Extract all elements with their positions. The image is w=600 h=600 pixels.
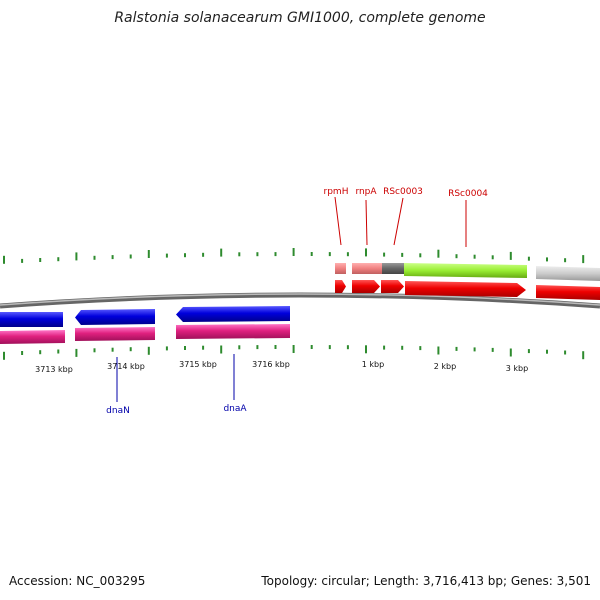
cds-rpmH — [335, 280, 346, 293]
cds-dnaN — [75, 309, 155, 325]
scale-label-2kbp: 2 kbp — [434, 362, 456, 371]
accession-label: Accession: NC_003295 — [9, 574, 146, 588]
cds-RSc0004 — [405, 281, 526, 297]
label-rpmH: rpmH — [324, 187, 349, 197]
genome-backbone-highlight — [0, 293, 600, 306]
cds-rnpA — [352, 280, 380, 293]
gene-RSc0004 — [404, 263, 527, 278]
gene-dnaA — [176, 324, 290, 339]
cds-dnaA — [176, 306, 290, 322]
label-rnpA: rnpA — [355, 187, 377, 197]
label-RSc0004: RSc0004 — [448, 189, 488, 199]
pointer-RSc0003 — [393, 197, 404, 246]
gene-plus-next — [536, 266, 600, 281]
cds-RSc0003 — [381, 280, 404, 293]
pointer-rpmH — [334, 196, 342, 246]
genome-title: Ralstonia solanacearum GMI1000, complete… — [114, 10, 486, 26]
scale-ticks-top — [3, 248, 585, 264]
genome-stats-label: Topology: circular; Length: 3,716,413 bp… — [261, 574, 591, 588]
label-dnaA: dnaA — [223, 404, 247, 414]
cds-minus-1 — [0, 312, 63, 327]
gene-rnpA — [352, 263, 382, 274]
label-dnaN: dnaN — [106, 406, 130, 416]
genome-backbone — [0, 292, 600, 309]
gene-rpmH — [335, 263, 346, 274]
label-RSc0003: RSc0003 — [383, 187, 423, 197]
gene-RSc0003 — [382, 263, 404, 274]
scale-label-3713: 3713 kbp — [35, 365, 73, 374]
scale-label-3kbp: 3 kbp — [506, 364, 528, 373]
pointer-rnpA — [365, 199, 368, 246]
scale-label-3715: 3715 kbp — [179, 360, 217, 369]
scale-ticks-bottom — [3, 345, 585, 360]
scale-label-3716: 3716 kbp — [252, 360, 290, 369]
cds-plus-next — [536, 285, 600, 300]
gene-minus-1 — [0, 330, 65, 344]
scale-label-3714: 3714 kbp — [107, 362, 145, 371]
scale-label-1kbp: 1 kbp — [362, 360, 384, 369]
gene-dnaN — [75, 327, 155, 341]
